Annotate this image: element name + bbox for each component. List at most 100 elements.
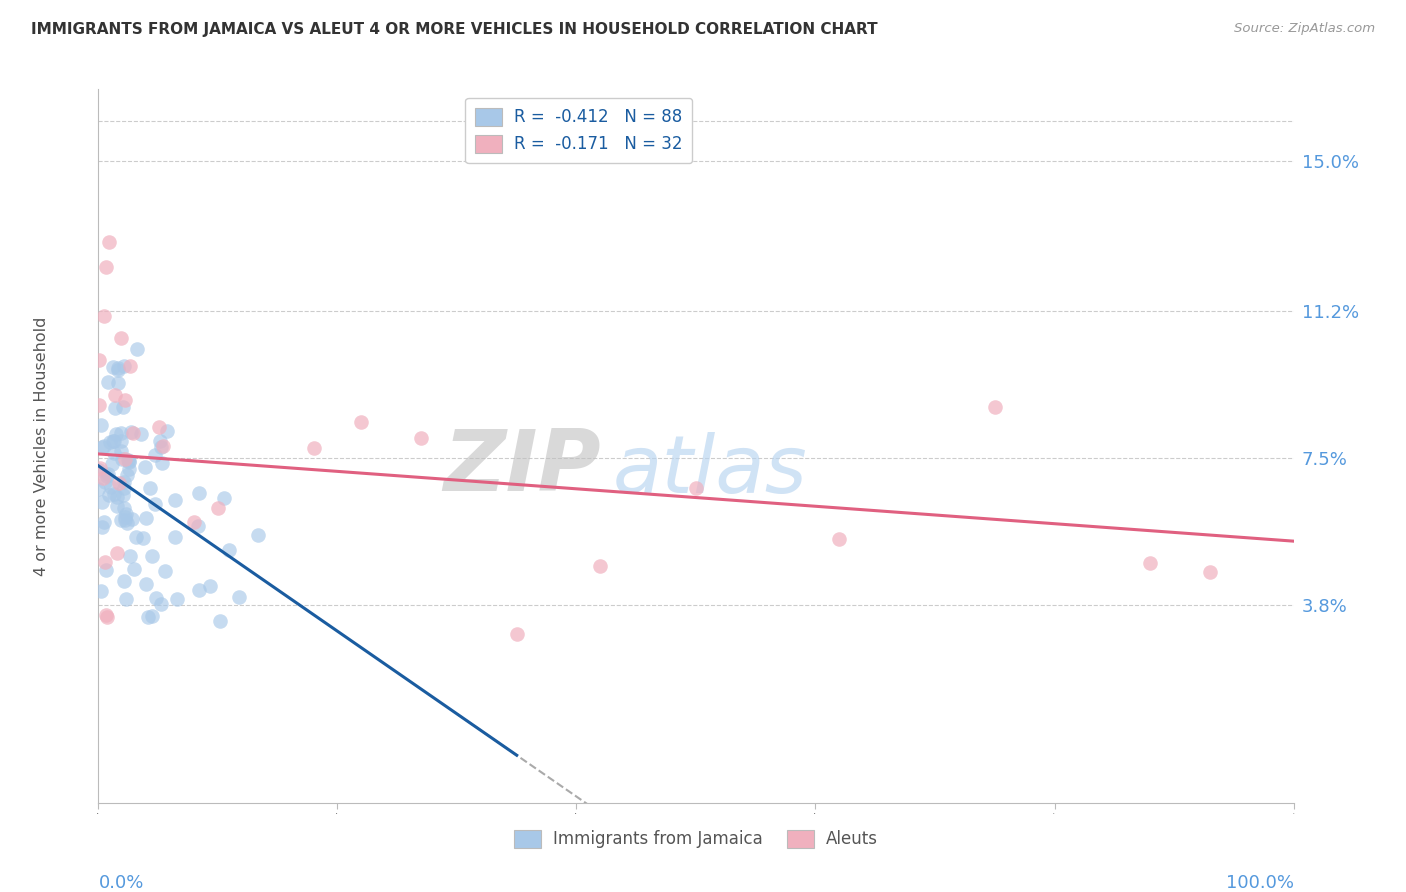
Point [135,577,157,591]
Point [122,425,145,440]
Point [91,471,114,485]
Point [150,598,173,612]
Point [152,439,174,453]
Point [589,559,612,574]
Point [1139,556,1161,570]
Point [107,491,129,505]
Point [87,398,110,412]
Point [105,499,128,513]
Point [94,563,117,577]
Point [118,462,141,476]
Point [132,531,155,545]
Point [166,592,188,607]
Point [150,456,173,470]
Point [411,431,433,445]
Point [117,516,139,531]
Point [101,434,124,448]
Point [97,467,120,481]
Point [103,434,125,448]
Point [153,564,176,578]
Point [110,426,132,441]
Point [87,352,110,367]
Point [247,528,270,542]
Point [228,590,250,604]
Point [135,511,157,525]
Point [120,425,142,439]
Point [112,481,135,495]
Point [105,546,128,560]
Point [103,487,125,501]
Point [685,481,707,495]
Point [114,513,136,527]
Point [93,475,115,490]
Point [105,426,128,441]
Point [100,480,122,494]
Point [143,449,166,463]
Point [165,530,187,544]
Point [163,492,186,507]
Point [112,359,135,373]
Point [183,516,205,530]
Point [110,514,132,528]
Point [208,614,231,628]
Legend: Immigrants from Jamaica, Aleuts: Immigrants from Jamaica, Aleuts [508,823,884,855]
Point [90,584,112,599]
Point [1199,565,1222,579]
Point [107,361,129,376]
Point [112,574,135,589]
Point [186,519,208,533]
Point [112,475,135,489]
Point [101,457,124,471]
Point [110,434,132,448]
Point [139,481,162,495]
Point [149,434,172,449]
Point [207,500,229,515]
Point [118,455,141,469]
Point [114,393,136,408]
Text: 100.0%: 100.0% [1226,874,1294,892]
Point [104,401,127,415]
Point [112,501,135,516]
Point [89,461,111,475]
Point [107,376,129,390]
Point [94,555,117,569]
Point [145,591,167,605]
Point [200,579,222,593]
Point [108,475,131,490]
Point [141,608,163,623]
Point [87,482,110,496]
Point [141,549,163,564]
Point [97,375,120,389]
Point [98,435,121,450]
Point [136,609,159,624]
Point [90,440,112,454]
Text: 4 or more Vehicles in Household: 4 or more Vehicles in Household [34,317,49,575]
Point [118,454,141,468]
Point [93,309,115,323]
Point [110,330,132,344]
Point [115,591,138,606]
Point [148,420,170,434]
Point [118,359,141,373]
Point [93,439,115,453]
Point [187,583,209,598]
Point [93,515,115,529]
Text: Source: ZipAtlas.com: Source: ZipAtlas.com [1234,22,1375,36]
Point [121,512,143,526]
Point [117,452,139,467]
Point [828,533,851,547]
Point [98,488,121,502]
Point [212,491,235,505]
Point [134,460,156,475]
Point [114,510,136,524]
Point [103,446,125,460]
Point [107,363,129,377]
Point [115,468,138,483]
Point [302,441,325,455]
Point [98,235,121,249]
Point [155,424,177,438]
Point [350,415,373,429]
Point [122,562,145,576]
Point [111,452,134,467]
Point [103,360,125,375]
